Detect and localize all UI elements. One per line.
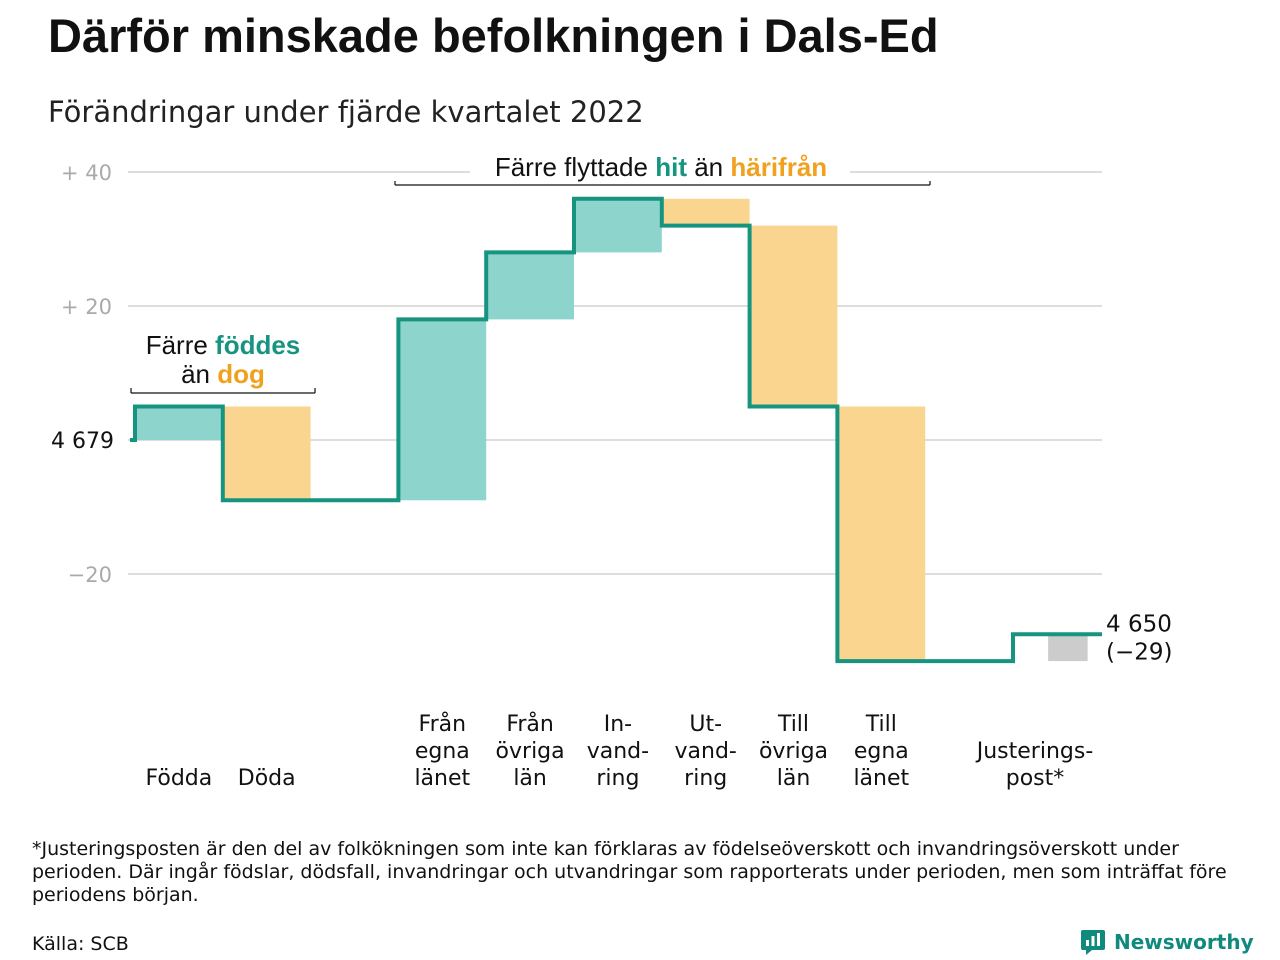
category-label-line: Från (506, 711, 554, 737)
category-label: Födda (146, 766, 213, 791)
category-label: Justerings-post* (975, 739, 1094, 791)
footnote: *Justeringsposten är den del av folkökni… (32, 838, 1227, 906)
category-label-line: ring (684, 766, 727, 791)
category-label-line: län (513, 766, 547, 791)
bar-födda (135, 406, 223, 440)
category-label-line: länet (853, 766, 909, 791)
category-label-line: övriga (496, 739, 565, 764)
annotation-births-deaths-line1: Färre föddes (146, 330, 301, 360)
bar-från-övriga-län (486, 252, 574, 320)
category-label-line: Till (777, 712, 809, 737)
annotation-births-deaths-line2: än dog (181, 359, 265, 389)
chart-title: Därför minskade befolkningen i Dals-Ed (48, 9, 939, 62)
category-label: Döda (238, 766, 296, 791)
bar-ut-vand-ring (661, 198, 750, 226)
category-label-line: övriga (759, 739, 828, 764)
category-label-line: egna (854, 739, 909, 764)
category-label-line: Från (419, 711, 467, 737)
category-label: Ut-vand-ring (675, 712, 737, 791)
brand-name: Newsworthy (1114, 930, 1254, 954)
category-label-line: post* (1006, 766, 1065, 791)
bar-in-vand-ring (574, 198, 662, 253)
annotation-part: härifrån (730, 152, 827, 182)
end-change-label: (−29) (1106, 639, 1172, 665)
cumulative-line (130, 196, 1102, 664)
end-value-label: 4 650 (1106, 611, 1172, 637)
category-label-line: Döda (238, 766, 296, 791)
bar-från-egna-länet (398, 319, 487, 501)
category-label-line: län (777, 766, 811, 791)
annotation-part: än (181, 359, 217, 389)
chart-subtitle: Förändringar under fjärde kvartalet 2022 (48, 95, 644, 129)
bar-till-egna-länet (837, 406, 926, 662)
category-label-line: ring (596, 766, 639, 791)
category-label-line: Födda (146, 766, 213, 791)
category-label-line: egna (415, 739, 470, 764)
y-tick-label: −20 (68, 563, 112, 587)
newsworthy-logo-icon (1081, 930, 1105, 955)
category-label-line: vand- (587, 739, 649, 764)
annotation-background (470, 148, 850, 184)
category-label-line: In- (604, 712, 632, 737)
y-tick-label: + 20 (61, 295, 112, 319)
category-label: Från egna länet (414, 711, 470, 791)
category-label: Till övriga län (759, 712, 828, 791)
bar-till-övriga-län (749, 225, 838, 407)
annotation-part: dog (217, 359, 265, 389)
category-label-line: Justerings- (975, 739, 1094, 764)
source-label: Källa: SCB (32, 933, 129, 955)
annotation-part: än (687, 152, 730, 182)
annotation-migration: Färre flyttade hit än härifrån (495, 152, 827, 182)
category-label: Från övriga län (496, 711, 565, 791)
category-label: In-vand-ring (587, 712, 649, 791)
annotation-part: hit (655, 152, 687, 182)
brand-logo: Newsworthy (1080, 928, 1254, 956)
bar-justerings-post- (1048, 634, 1088, 662)
category-label-line: länet (414, 766, 470, 791)
bar-döda (222, 406, 311, 501)
category-label: Till egna länet (853, 712, 909, 791)
category-label-line: Ut- (689, 712, 722, 737)
annotation-part: Färre flyttade (495, 152, 655, 182)
start-value-label: 4 679 (51, 429, 114, 454)
annotation-part: Färre (146, 330, 215, 360)
y-tick-label: + 40 (61, 161, 112, 185)
annotation-part: föddes (215, 330, 300, 360)
category-label-line: Till (865, 712, 897, 737)
category-label-line: vand- (675, 739, 737, 764)
